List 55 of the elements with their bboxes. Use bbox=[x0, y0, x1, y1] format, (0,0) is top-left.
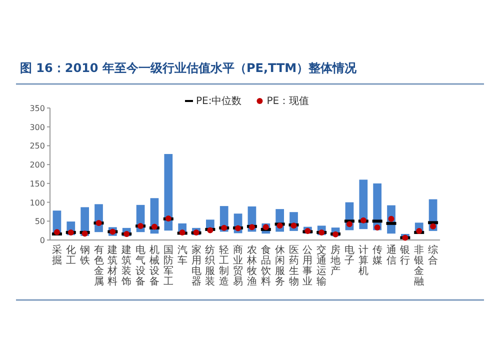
x-tick-label: 综合 bbox=[428, 244, 438, 266]
point bbox=[374, 224, 380, 231]
x-tick-label: 轻工制造 bbox=[219, 244, 230, 288]
x-tick-label: 交通运输 bbox=[316, 244, 327, 288]
y-tick-label: 0 bbox=[40, 236, 45, 245]
point bbox=[54, 229, 60, 236]
x-tick-label: 国防军工 bbox=[163, 245, 174, 288]
chart-title: 图 16：2010 年至今一级行业估值水平（PE,TTM）整体情况 bbox=[20, 61, 358, 75]
x-tick-label: 房地产 bbox=[330, 244, 341, 277]
point bbox=[207, 227, 214, 234]
legend-label: PE:中位数 bbox=[196, 95, 242, 107]
y-tick-label: 100 bbox=[30, 198, 45, 208]
point bbox=[360, 217, 366, 224]
point bbox=[248, 224, 255, 230]
x-tick-label: 建筑装饰 bbox=[120, 244, 132, 288]
x-tick-label: 银行 bbox=[399, 245, 410, 266]
point bbox=[416, 228, 422, 234]
x-tick-label: 建筑材料 bbox=[106, 244, 118, 288]
x-tick-label: 钢铁 bbox=[78, 245, 90, 266]
y-tick-label: 150 bbox=[30, 179, 45, 188]
point bbox=[276, 222, 283, 229]
y-tick-label: 350 bbox=[30, 104, 45, 113]
bar bbox=[164, 154, 173, 231]
x-tick-label: 有色金属 bbox=[94, 244, 104, 288]
point bbox=[82, 230, 88, 237]
x-tick-label: 商业贸易 bbox=[233, 244, 244, 288]
x-tick-label: 机械设备 bbox=[149, 244, 160, 288]
y-tick-label: 250 bbox=[30, 142, 45, 151]
x-tick-label: 公用事业 bbox=[302, 244, 313, 288]
x-tick-label: 农林牧渔 bbox=[246, 245, 257, 288]
point bbox=[290, 222, 297, 229]
point bbox=[346, 221, 352, 228]
x-tick-label: 食品饮料 bbox=[260, 244, 271, 288]
x-tick-label: 电子 bbox=[344, 244, 354, 266]
legend-label: PE：现值 bbox=[266, 96, 310, 107]
x-tick-label: 家用电器 bbox=[191, 244, 202, 288]
x-tick-label: 纺织服装 bbox=[205, 244, 216, 288]
x-tick-label: 通信 bbox=[386, 244, 396, 266]
y-tick-label: 200 bbox=[30, 160, 45, 170]
point bbox=[430, 223, 436, 230]
x-tick-label: 计算机 bbox=[358, 244, 368, 277]
x-tick-label: 非银金融 bbox=[413, 244, 424, 288]
x-tick-label: 医药生物 bbox=[288, 245, 299, 288]
x-tick-label: 电气设备 bbox=[136, 244, 146, 288]
x-tick-label: 汽车 bbox=[177, 244, 188, 266]
y-tick-label: 50 bbox=[34, 217, 45, 226]
x-tick-label: 传媒 bbox=[372, 245, 382, 266]
point bbox=[151, 224, 158, 230]
bar bbox=[359, 180, 368, 230]
x-tick-label: 休闲服务 bbox=[274, 245, 285, 288]
point bbox=[179, 229, 186, 236]
point bbox=[388, 216, 394, 222]
x-tick-label: 化工 bbox=[66, 244, 76, 266]
x-tick-label: 采掘 bbox=[52, 244, 62, 266]
y-tick-label: 300 bbox=[30, 122, 45, 132]
